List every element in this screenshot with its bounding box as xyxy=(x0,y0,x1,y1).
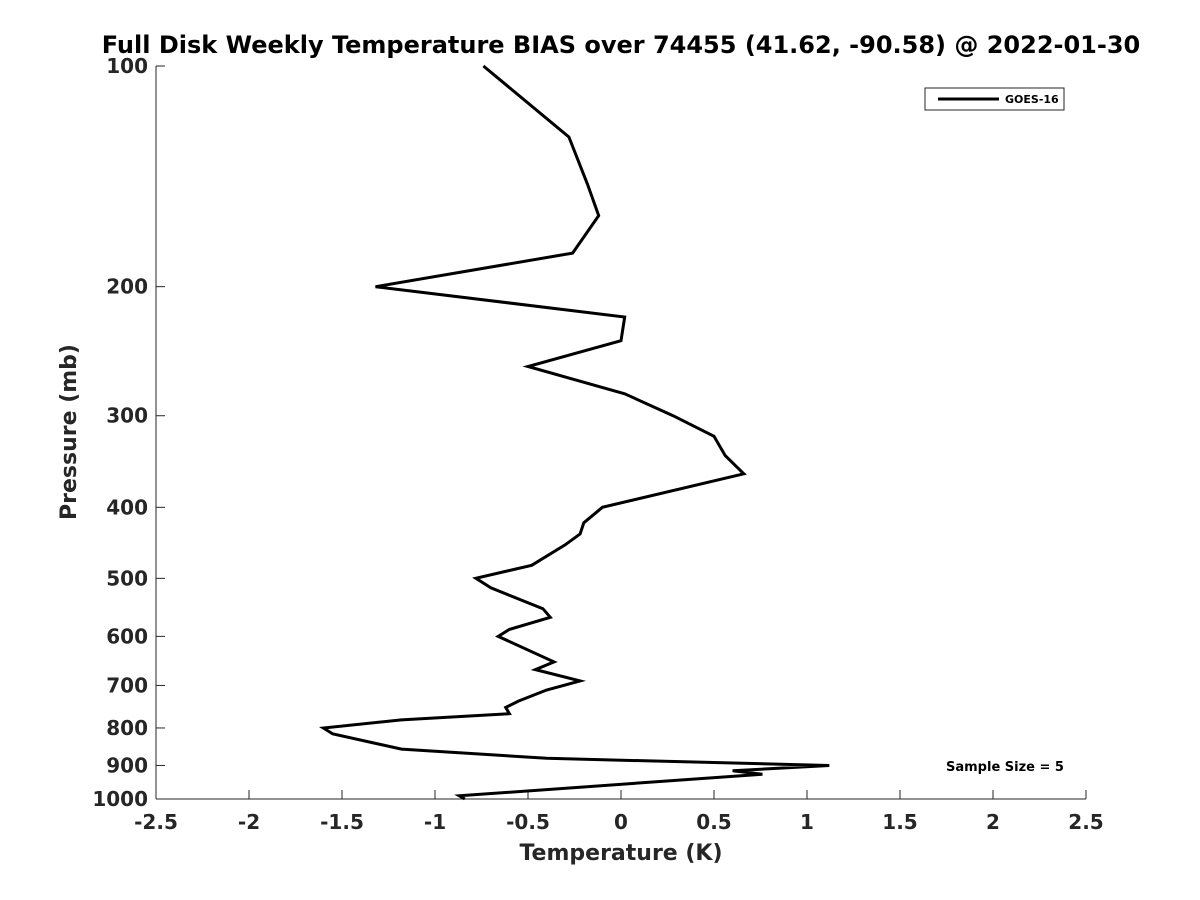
x-tick-label: -0.5 xyxy=(506,810,550,834)
x-tick-label: -1.5 xyxy=(320,810,364,834)
y-tick-label: 500 xyxy=(106,566,148,590)
legend: GOES-16 xyxy=(924,87,1065,111)
x-axis-label: Temperature (K) xyxy=(519,841,722,866)
sample-size-annotation: Sample Size = 5 xyxy=(946,760,1064,775)
x-tick-label: 1.5 xyxy=(882,810,917,834)
x-tick-label: 0.5 xyxy=(696,810,731,834)
y-tick-label: 800 xyxy=(106,716,148,740)
series-line-goes-16 xyxy=(318,64,830,801)
y-tick-label: 1000 xyxy=(92,787,148,811)
y-axis-label: Pressure (mb) xyxy=(57,344,82,520)
x-tick-label: -1 xyxy=(424,810,446,834)
x-tick-label: 1 xyxy=(800,810,814,834)
y-tick-label: 100 xyxy=(106,54,148,78)
y-tick-label: 200 xyxy=(106,275,148,299)
chart-title: Full Disk Weekly Temperature BIAS over 7… xyxy=(102,31,1141,59)
y-tick-label: 600 xyxy=(106,624,148,648)
x-ticks: -2.5 -2 -1.5 -1 -0.5 0 0.5 1 1.5 2 2.5 xyxy=(134,790,1104,834)
y-tick-label: 900 xyxy=(106,753,148,777)
x-tick-label: 0 xyxy=(614,810,628,834)
y-tick-label: 700 xyxy=(106,673,148,697)
x-tick-label: 2 xyxy=(986,810,1000,834)
y-ticks: 100 200 300 400 500 600 700 800 900 1000 xyxy=(92,54,165,811)
x-tick-label: -2.5 xyxy=(134,810,178,834)
legend-label-goes-16: GOES-16 xyxy=(1005,93,1059,106)
y-tick-label: 400 xyxy=(106,495,148,519)
x-tick-label: -2 xyxy=(238,810,260,834)
x-tick-label: 2.5 xyxy=(1068,810,1103,834)
y-tick-label: 300 xyxy=(106,404,148,428)
series-layer xyxy=(318,64,830,801)
